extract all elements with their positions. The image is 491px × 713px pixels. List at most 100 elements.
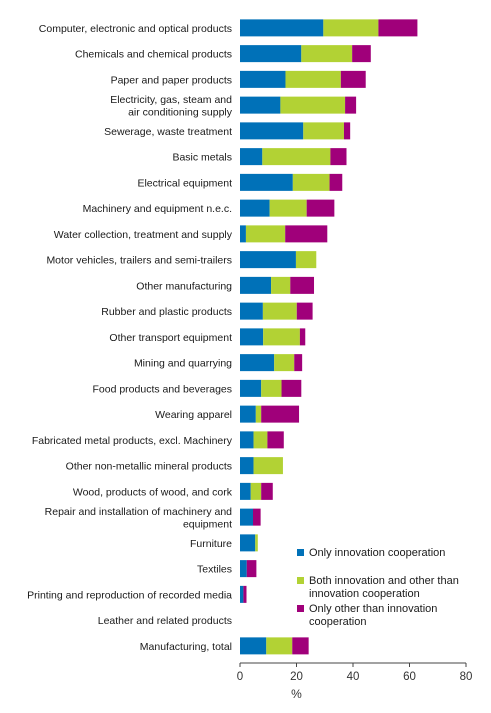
category-label: Manufacturing, total xyxy=(140,641,232,653)
bar-segment-3 xyxy=(345,96,357,114)
bar-segment-3 xyxy=(294,354,303,372)
bar-segment-2 xyxy=(261,379,282,397)
legend-swatch xyxy=(297,549,304,556)
category-label: Electrical equipment xyxy=(137,177,232,189)
category-label: Motor vehicles, trailers and semi-traile… xyxy=(46,255,232,267)
x-tick-label: 40 xyxy=(347,671,360,683)
bar-segment-1 xyxy=(240,122,304,140)
bar-segment-1 xyxy=(240,354,275,372)
bar-segment-1 xyxy=(240,457,254,475)
bars-layer xyxy=(240,19,418,655)
bar-segment-3 xyxy=(330,148,347,166)
bar-segment-3 xyxy=(343,122,351,140)
bar-segment-2 xyxy=(255,405,262,423)
category-label: Repair and installation of machinery and… xyxy=(45,506,233,531)
bar-segment-3 xyxy=(243,585,247,603)
bar-segment-1 xyxy=(240,379,262,397)
bar-segment-1 xyxy=(240,148,263,166)
bar-segment-2 xyxy=(269,199,307,217)
bar-segment-1 xyxy=(240,96,281,114)
bar-segment-1 xyxy=(240,508,253,526)
x-tick-label: 60 xyxy=(403,671,416,683)
bar-segment-2 xyxy=(245,225,286,243)
category-label: Mining and quarrying xyxy=(134,358,232,370)
category-labels: Computer, electronic and optical product… xyxy=(27,23,233,653)
category-label: Textiles xyxy=(197,564,232,576)
bar-segment-1 xyxy=(240,302,263,320)
category-label: Wood, products of wood, and cork xyxy=(73,486,233,498)
bar-segment-3 xyxy=(306,199,335,217)
legend-swatch xyxy=(297,605,304,612)
bar-segment-2 xyxy=(303,122,344,140)
bar-segment-2 xyxy=(285,70,341,88)
bar-segment-1 xyxy=(240,534,256,552)
category-label: Leather and related products xyxy=(98,615,232,627)
bar-segment-3 xyxy=(267,431,284,449)
category-label: Computer, electronic and optical product… xyxy=(39,23,232,35)
bar-segment-1 xyxy=(240,199,270,217)
bar-segment-2 xyxy=(266,637,293,655)
bar-segment-2 xyxy=(271,276,291,294)
bar-segment-3 xyxy=(290,276,315,294)
bar-segment-1 xyxy=(240,251,296,269)
bar-segment-1 xyxy=(240,173,293,191)
bar-segment-2 xyxy=(274,354,295,372)
bar-segment-2 xyxy=(253,457,283,475)
bar-segment-3 xyxy=(292,637,309,655)
bar-segment-3 xyxy=(246,560,257,578)
category-label: Other transport equipment xyxy=(109,332,232,344)
bar-segment-3 xyxy=(299,328,306,346)
bar-segment-2 xyxy=(301,45,353,63)
bar-segment-1 xyxy=(240,70,286,88)
category-label: Sewerage, waste treatment xyxy=(104,126,232,138)
bar-segment-3 xyxy=(252,508,261,526)
bar-segment-1 xyxy=(240,637,267,655)
bar-segment-1 xyxy=(240,19,324,37)
bar-segment-2 xyxy=(295,251,317,269)
category-label: Furniture xyxy=(190,538,232,550)
legend-swatch xyxy=(297,577,304,584)
category-label: Food products and beverages xyxy=(92,383,232,395)
category-label: Fabricated metal products, excl. Machine… xyxy=(32,435,233,447)
bar-segment-1 xyxy=(240,585,244,603)
bar-segment-2 xyxy=(263,328,300,346)
bar-segment-2 xyxy=(280,96,346,114)
bar-segment-2 xyxy=(292,173,330,191)
bar-segment-1 xyxy=(240,560,247,578)
category-label: Paper and paper products xyxy=(111,74,232,86)
bar-segment-2 xyxy=(250,482,262,500)
category-label: Other manufacturing xyxy=(136,280,232,292)
category-label: Printing and reproduction of recorded me… xyxy=(27,589,232,601)
bar-segment-2 xyxy=(323,19,379,37)
category-label: Water collection, treatment and supply xyxy=(54,229,233,241)
x-axis: 0 20 40 60 80% xyxy=(237,662,473,701)
bar-segment-2 xyxy=(262,148,331,166)
legend-label: Both innovation and other than innovation… xyxy=(309,575,459,600)
bar-segment-1 xyxy=(240,405,256,423)
bar-segment-3 xyxy=(281,379,302,397)
bar-segment-1 xyxy=(240,328,264,346)
bar-segment-3 xyxy=(378,19,418,37)
bar-segment-3 xyxy=(296,302,313,320)
bar-segment-3 xyxy=(261,482,273,500)
legend-label: Only innovation cooperation xyxy=(309,547,445,559)
bar-segment-3 xyxy=(261,405,300,423)
bar-segment-1 xyxy=(240,482,251,500)
legend-label: Only other than innovation cooperation xyxy=(309,603,437,628)
bar-segment-1 xyxy=(240,276,272,294)
x-tick-label: 20 xyxy=(290,671,303,683)
bar-segment-3 xyxy=(352,45,371,63)
bar-segment-3 xyxy=(340,70,366,88)
bar-segment-2 xyxy=(255,534,258,552)
bar-segment-2 xyxy=(262,302,297,320)
category-label: Electricity, gas, steam and air condition… xyxy=(110,94,233,119)
x-tick-label: 0 xyxy=(237,671,243,683)
bar-segment-1 xyxy=(240,45,302,63)
category-label: Wearing apparel xyxy=(155,409,232,421)
x-tick-label: 80 xyxy=(460,671,473,683)
legend: Only innovation cooperation Both innovati… xyxy=(297,547,459,628)
bar-segment-3 xyxy=(329,173,343,191)
category-label: Other non-metallic mineral products xyxy=(66,461,232,473)
